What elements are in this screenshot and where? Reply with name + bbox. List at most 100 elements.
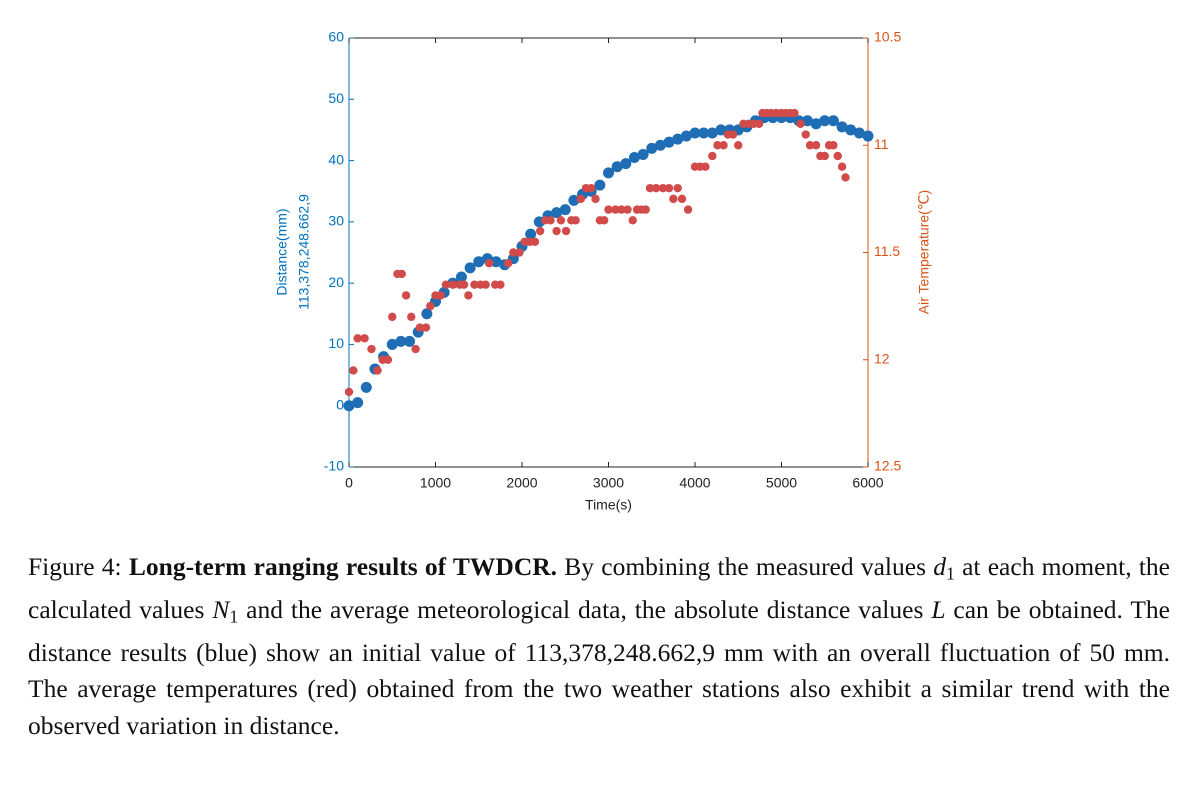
data-point [388, 312, 397, 322]
data-point [360, 334, 369, 343]
data-point [801, 130, 810, 139]
data-point [484, 259, 494, 268]
data-point [620, 158, 632, 170]
data-point [464, 291, 473, 300]
y2-tick-label: 10.5 [874, 29, 901, 45]
caption-math: L [931, 594, 946, 624]
data-point [395, 335, 407, 347]
data-point [353, 334, 362, 343]
data-point [455, 271, 467, 283]
y-axis-label: 113,378,248.662,9 [296, 194, 312, 310]
x-tick-label: 4000 [679, 475, 710, 491]
data-point [397, 269, 406, 279]
y-tick-label: 50 [328, 90, 344, 106]
data-point [367, 344, 376, 354]
data-point [496, 280, 505, 289]
data-point [401, 291, 411, 300]
x-tick-label: 1000 [420, 475, 451, 491]
data-point [706, 127, 718, 139]
data-point [349, 366, 358, 375]
data-point [611, 205, 620, 214]
caption-math: d [933, 552, 946, 581]
series [344, 108, 850, 397]
data-point [552, 226, 561, 236]
data-point [805, 141, 815, 150]
x-tick-label: 5000 [766, 475, 797, 491]
data-point [448, 280, 457, 289]
data-point [754, 119, 764, 128]
data-point [561, 226, 571, 236]
data-point [407, 312, 416, 322]
chart: 0 1000 2000 3000 4000 5000 6000-10010203040506… [274, 29, 932, 513]
y2-tick-label: 12.5 [874, 458, 901, 474]
data-point [587, 183, 596, 193]
y-tick-label: 40 [328, 151, 344, 167]
y2-axis-label: Air Temperature(℃) [916, 190, 932, 314]
data-point [689, 127, 701, 139]
y-tick-label: 10 [328, 335, 344, 351]
data-point [481, 280, 490, 289]
x-tick-label: 2000 [506, 475, 537, 491]
data-point [829, 141, 838, 150]
y-tick-label: 0 [336, 396, 344, 412]
x-axis-label: Time(s) [585, 497, 632, 513]
data-point [490, 256, 502, 268]
y-tick-label: 60 [328, 29, 344, 45]
data-point [344, 387, 354, 397]
data-point [719, 141, 728, 150]
data-point [862, 130, 874, 142]
data-point [604, 205, 613, 214]
data-point [386, 338, 398, 350]
y-axis-label: Distance(mm) [274, 208, 290, 295]
data-point [673, 183, 682, 193]
x-tick-label: 3000 [593, 475, 624, 491]
data-point [827, 115, 839, 127]
data-point [713, 141, 722, 150]
caption-subscript: 1 [229, 606, 239, 627]
caption-math: N [212, 594, 230, 624]
y2-tick-label: 12 [874, 350, 890, 366]
data-point [841, 173, 850, 182]
data-point [715, 124, 727, 136]
data-point [796, 119, 805, 128]
data-point [473, 256, 485, 268]
caption-label: Figure 4: [28, 552, 122, 581]
data-point [734, 141, 743, 150]
data-point [515, 248, 524, 257]
data-point [459, 280, 469, 289]
x-tick-label: 6000 [852, 475, 883, 491]
data-point [853, 127, 865, 139]
data-point [464, 262, 476, 274]
data-point [352, 397, 364, 409]
data-point [663, 136, 675, 148]
data-point [421, 308, 433, 320]
caption-title: Long-term ranging results of TWDCR. [128, 552, 558, 581]
data-point [404, 335, 416, 347]
data-point [708, 151, 717, 161]
data-point [811, 141, 821, 150]
data-point [530, 237, 540, 246]
caption-text: at each moment, the calculated values [28, 552, 1170, 624]
data-point [470, 280, 479, 289]
data-point [637, 148, 649, 160]
data-point [698, 127, 710, 139]
data-point [568, 194, 580, 206]
data-point [556, 216, 566, 225]
caption: Figure 4: Long-term ranging results of T… [28, 549, 1170, 744]
data-point [617, 205, 626, 214]
data-point [509, 248, 518, 257]
data-point [571, 216, 580, 225]
series [343, 112, 874, 412]
data-point [810, 118, 822, 130]
data-point [628, 152, 640, 164]
y-tick-label: 30 [328, 213, 344, 229]
caption-text: can be obtained. The distance results (b… [28, 594, 1170, 740]
y2-tick-label: 11 [874, 136, 889, 152]
caption-subscript: 1 [945, 563, 955, 584]
data-point [559, 204, 571, 216]
data-point [535, 226, 545, 236]
data-point [651, 183, 661, 193]
data-point [819, 115, 831, 127]
data-point [672, 133, 684, 145]
data-point [845, 124, 857, 136]
